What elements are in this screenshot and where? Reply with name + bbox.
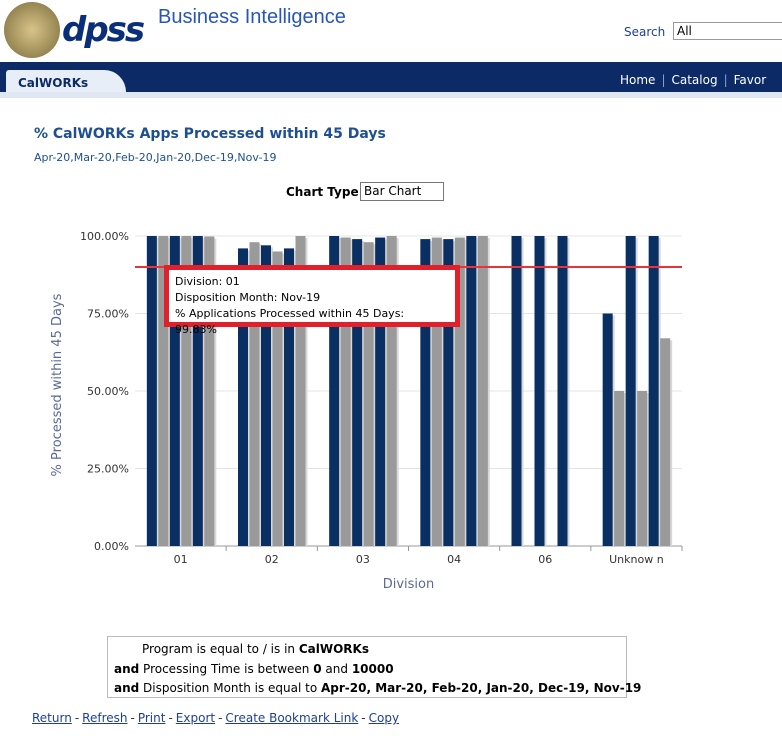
filter-line: and Disposition Month is equal to Apr-20…	[114, 679, 641, 699]
y-tick-label: 50.00%	[87, 385, 129, 398]
bar	[295, 236, 306, 546]
x-tick-label: 02	[265, 553, 279, 566]
footer-link[interactable]: Create Bookmark Link	[225, 711, 359, 725]
y-tick-label: 25.00%	[87, 463, 129, 476]
bar	[602, 313, 613, 546]
bar	[477, 236, 488, 546]
tooltip-line: Disposition Month: Nov-19	[175, 291, 321, 304]
seal-logo	[4, 2, 60, 58]
bar	[534, 236, 545, 546]
nav-separator: |	[661, 73, 666, 87]
bar	[431, 237, 442, 547]
y-tick-label: 100.00%	[80, 230, 129, 243]
tooltip: Division: 01 Disposition Month: Nov-19 % A…	[164, 265, 460, 336]
bar	[249, 242, 260, 546]
nav-link[interactable]: Home	[620, 73, 656, 87]
bar	[511, 236, 522, 546]
search-select[interactable]: All	[673, 22, 782, 40]
footer-link[interactable]: Copy	[368, 711, 400, 725]
y-tick-label: 75.00%	[87, 308, 129, 321]
bar	[625, 236, 636, 546]
link-separator: -	[361, 711, 366, 725]
filter-text: Program is equal to / is in	[142, 642, 299, 656]
nav-bar	[0, 62, 782, 92]
bar	[386, 236, 397, 546]
bar	[158, 236, 169, 546]
report-subtitle: Apr-20,Mar-20,Feb-20,Jan-20,Dec-19,Nov-1…	[34, 151, 277, 164]
bar	[169, 236, 180, 546]
y-axis-title: % Processed within 45 Days	[50, 293, 65, 476]
bar	[272, 251, 283, 546]
bar	[181, 236, 192, 546]
filter-text: 10000	[351, 661, 394, 676]
nav-links: Home | Catalog | Favor	[620, 73, 766, 87]
report-title: % CalWORKs Apps Processed within 45 Days	[34, 126, 386, 142]
filter-box: Program is equal to / is in CalWORKs and …	[107, 636, 641, 699]
bar	[340, 237, 351, 547]
filter-text: Apr-20, Mar-20, Feb-20, Jan-20, Dec-19, …	[321, 681, 642, 695]
bar	[420, 239, 431, 546]
app-title: Business Intelligence	[158, 6, 346, 28]
bar	[557, 236, 568, 546]
link-separator: -	[74, 711, 80, 725]
filter-line: Program is equal to / is in CalWORKs	[114, 640, 626, 660]
bar	[146, 236, 157, 546]
x-tick-label: 03	[356, 553, 370, 566]
filter-text: Disposition Month is equal to	[139, 681, 322, 695]
bar	[352, 239, 363, 546]
x-tick-label: 04	[447, 553, 461, 566]
filter-text: and	[321, 661, 352, 676]
bar	[614, 391, 625, 546]
filter-text: and	[114, 661, 140, 676]
tab[interactable]: CalWORKs	[6, 70, 126, 92]
bar	[637, 391, 648, 546]
x-tick-label: 06	[538, 553, 552, 566]
x-tick-label: 01	[174, 553, 188, 566]
link-separator: -	[130, 711, 135, 725]
bar	[238, 248, 248, 546]
x-axis-title: Division	[383, 577, 435, 592]
filter-text: Processing Time is between	[139, 661, 314, 676]
bar	[454, 237, 465, 547]
nav-link[interactable]: Catalog	[671, 73, 718, 87]
bar	[329, 236, 340, 546]
bar	[363, 242, 374, 546]
chart-type-select[interactable]: Bar Chart	[360, 182, 444, 201]
bar	[192, 236, 203, 546]
logo-text: dpss	[62, 10, 145, 50]
footer-link[interactable]: Refresh	[82, 711, 128, 725]
filter-line: and Processing Time is between 0 and 100…	[114, 660, 626, 680]
nav-separator: |	[723, 73, 728, 87]
link-separator: -	[168, 711, 173, 725]
footer-links: Return - Refresh - Print - Export - Create Bookm…	[32, 711, 399, 725]
bar	[466, 236, 477, 546]
bar	[261, 245, 271, 547]
link-separator: -	[218, 711, 223, 725]
tooltip-line: Division: 01	[175, 275, 240, 288]
footer-link[interactable]: Print	[137, 711, 166, 725]
bar	[648, 236, 659, 546]
chart: 0.00% 25.00% 50.00% 75.00% 100.00% 01 02 03 04 06…	[50, 230, 683, 592]
footer-link[interactable]: Return	[32, 711, 72, 725]
bar	[284, 248, 294, 546]
filter-text: 0	[313, 661, 322, 676]
nav-shadow	[0, 92, 782, 98]
bar	[443, 239, 454, 546]
bar	[660, 338, 671, 546]
nav-link[interactable]: Favor	[733, 73, 767, 87]
y-tick-label: 0.00%	[94, 540, 129, 553]
filter-text: and	[114, 681, 140, 695]
chart-type-label: Chart Type	[286, 185, 359, 199]
bar	[375, 237, 386, 547]
bar	[204, 236, 215, 547]
tooltip-line: % Applications Processed within 45 Days:…	[175, 307, 405, 336]
search-label: Search	[624, 25, 666, 39]
x-tick-label: Unknow n	[609, 553, 664, 566]
footer-link[interactable]: Export	[175, 711, 216, 725]
filter-text: CalWORKs	[298, 642, 369, 656]
